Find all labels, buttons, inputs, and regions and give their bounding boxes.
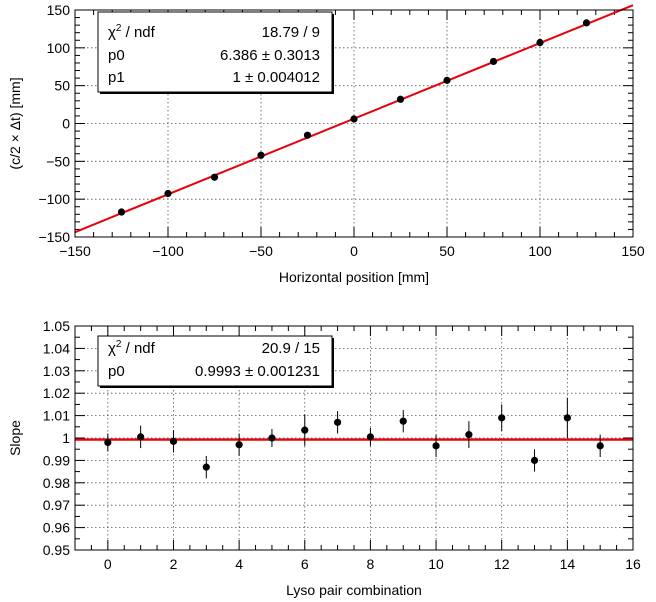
- data-point: [596, 442, 604, 450]
- x-tick-label: 8: [367, 556, 375, 572]
- y-tick-label: 1.04: [43, 340, 70, 356]
- x-axis-title: Horizontal position [mm]: [279, 269, 429, 285]
- data-point: [563, 414, 571, 422]
- data-point: [582, 19, 591, 27]
- data-point: [257, 151, 265, 159]
- data-point: [268, 434, 276, 442]
- y-tick-label: 1.03: [43, 363, 70, 379]
- y-tick-label: 0.96: [43, 520, 70, 536]
- data-point: [202, 463, 210, 471]
- data-point: [169, 437, 178, 445]
- stats-box-frame: [97, 335, 333, 387]
- x-tick-label: 6: [301, 556, 309, 572]
- x-tick-label: 16: [625, 556, 641, 572]
- data-point: [432, 442, 440, 450]
- stats-box: χ2 / ndf 18.79 / 9 p0 6.386 ± 0.3013 p1 1 ± 0…: [97, 11, 334, 94]
- data-point: [303, 131, 312, 139]
- chart-2: 0 2 4 6 8 10 12 14 16 0.95 0.96 0.97 0.98 0.99 1 1.01 1.…: [7, 318, 641, 598]
- x-tick-label: 2: [170, 556, 178, 572]
- y-tick-label: −150: [38, 229, 70, 245]
- stat-label: p1: [108, 69, 125, 86]
- x-tick-label: −150: [59, 243, 91, 259]
- y-tick-label: 1.01: [43, 408, 70, 424]
- superscript: 2: [116, 23, 122, 34]
- stat-label: p0: [108, 47, 125, 64]
- data-point: [366, 433, 375, 441]
- x-tick-label: 0: [104, 556, 112, 572]
- x-tick-label: −100: [152, 243, 184, 259]
- stats-box: χ2 / ndf 20.9 / 15 p0 0.9993 ± 0.001231: [97, 335, 334, 388]
- x-tick-label: 100: [528, 243, 552, 259]
- data-point: [536, 38, 544, 47]
- stat-value: 20.9 / 15: [262, 340, 320, 357]
- stat-value: 0.9993 ± 0.001231: [195, 363, 320, 380]
- y-tick-label: 150: [47, 2, 71, 18]
- x-tick-label: −50: [249, 243, 273, 259]
- data-point: [350, 115, 358, 123]
- stat-label-rest: / ndf: [121, 340, 155, 357]
- x-tick-label: 50: [439, 243, 455, 259]
- stat-label: p0: [108, 363, 125, 380]
- y-tick-label: 1: [62, 430, 70, 446]
- y-tick-label: −50: [46, 153, 70, 169]
- data-point: [530, 456, 539, 464]
- data-point: [333, 418, 342, 426]
- chart-1: −150 −100 −50 0 50 100 150 −150 −100 −50 0 50 100 150…: [7, 2, 645, 285]
- x-tick-label: 0: [350, 243, 358, 259]
- x-axis-title: Lyso pair combination: [286, 582, 422, 598]
- stat-value: 6.386 ± 0.3013: [220, 47, 320, 64]
- stat-label: χ2 / ndf: [108, 23, 156, 41]
- x-tick-label: 14: [560, 556, 576, 572]
- y-tick-label: 1.02: [43, 385, 70, 401]
- y-tick-label: −100: [38, 191, 70, 207]
- data-point: [489, 57, 498, 66]
- data-point: [164, 189, 172, 198]
- data-point: [210, 173, 219, 181]
- x-tick-label: 10: [428, 556, 444, 572]
- data-point: [104, 438, 112, 447]
- data-point: [301, 426, 309, 434]
- y-axis-title: Slope: [7, 420, 23, 456]
- stat-label-rest: / ndf: [121, 24, 155, 41]
- x-tick-label: 150: [621, 243, 645, 259]
- data-point: [235, 441, 243, 449]
- y-tick-label: 100: [47, 40, 71, 56]
- data-point: [396, 95, 405, 103]
- stats-box-frame: [97, 11, 333, 93]
- plot-frame: [74, 325, 634, 551]
- data-point: [137, 433, 145, 441]
- data-points: [104, 397, 604, 479]
- stat-value: 18.79 / 9: [262, 24, 320, 41]
- superscript: 2: [116, 339, 122, 350]
- data-point: [399, 417, 407, 425]
- x-tick-label: 12: [494, 556, 510, 572]
- y-tick-label: 0: [62, 116, 70, 132]
- data-point: [443, 76, 451, 84]
- data-point: [117, 208, 126, 216]
- stat-value: 1 ± 0.004012: [233, 69, 320, 86]
- y-tick-label: 50: [54, 78, 70, 94]
- y-tick-label: 0.97: [43, 497, 70, 513]
- data-points: [117, 19, 591, 216]
- data-point: [498, 414, 506, 422]
- y-tick-label: 1.05: [43, 318, 70, 334]
- stat-label: χ2 / ndf: [108, 339, 156, 357]
- y-axis-title: (c/2 × Δt) [mm]: [7, 77, 23, 169]
- x-tick-label: 4: [235, 556, 243, 572]
- y-tick-label: 0.95: [43, 542, 70, 558]
- plot-frame: [74, 9, 634, 238]
- data-point: [465, 431, 473, 439]
- y-tick-label: 0.99: [43, 452, 70, 468]
- y-tick-label: 0.98: [43, 475, 70, 491]
